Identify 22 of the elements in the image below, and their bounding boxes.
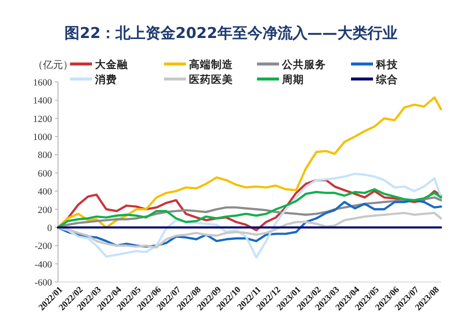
y-tick-label: 200 xyxy=(38,206,52,216)
legend-label: 科技 xyxy=(375,58,399,71)
legend-label: 大金融 xyxy=(95,58,129,71)
y-tick-label: 1600 xyxy=(33,78,52,88)
y-tick-label: -600 xyxy=(34,278,52,288)
y-tick-label: 1400 xyxy=(33,96,52,107)
y-tick-label: 1200 xyxy=(33,114,52,125)
legend-label: 医药医美 xyxy=(189,73,233,86)
y-axis-title: （亿元） xyxy=(33,60,73,71)
y-tick-label: 400 xyxy=(38,188,52,198)
legend-label: 高端制造 xyxy=(189,58,234,71)
y-tick-label: -400 xyxy=(34,260,52,270)
legend-label: 综合 xyxy=(375,73,398,86)
legend-label: 公共服务 xyxy=(281,58,326,71)
y-tick-label: -200 xyxy=(34,242,52,252)
legend-label: 周期 xyxy=(281,73,304,86)
y-tick-label: 800 xyxy=(38,151,52,162)
chart-title: 图22：北上资金2022年至今净流入——大类行业 xyxy=(64,24,398,42)
y-tick-label: 0 xyxy=(47,224,52,234)
legend-label: 消费 xyxy=(94,73,117,86)
y-tick-label: 600 xyxy=(38,169,52,180)
y-tick-label: 1000 xyxy=(33,133,52,144)
